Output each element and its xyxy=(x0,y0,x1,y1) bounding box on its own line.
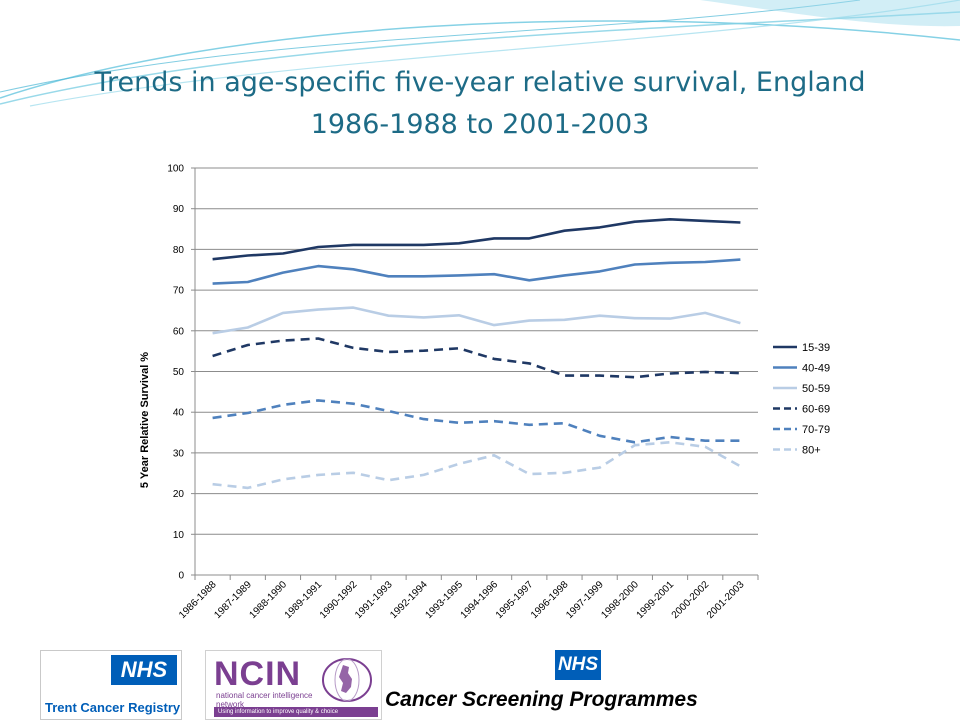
y-tick-label: 30 xyxy=(173,448,185,459)
trent-cancer-registry-logo: NHS Trent Cancer Registry xyxy=(40,650,182,720)
chart-background xyxy=(132,152,832,648)
series-line-80plus xyxy=(212,440,742,490)
y-tick-label: 100 xyxy=(167,164,184,175)
data-series xyxy=(212,218,742,490)
ncin-logo-strapline: Using information to improve quality & c… xyxy=(214,707,378,717)
nhs-badge: NHS xyxy=(555,650,601,680)
uk-map-globe-icon xyxy=(322,658,372,702)
y-tick-label: 90 xyxy=(173,204,185,215)
series-line-15-39 xyxy=(212,218,741,261)
legend-label: 40-49 xyxy=(802,363,830,375)
survival-line-chart: 01020304050607080901001986-19881987-1989… xyxy=(132,152,832,648)
legend: 15-39 40-49 50-59 60-69 70-79 80+ xyxy=(773,342,830,457)
y-axis-title: 5 Year Relative Survival % xyxy=(139,352,151,488)
y-tick-label: 80 xyxy=(173,245,185,256)
decor-swoosh-2 xyxy=(0,11,960,105)
decor-band xyxy=(700,0,960,27)
decor-swoosh-4 xyxy=(0,0,861,93)
decor-swoosh-1 xyxy=(0,20,960,99)
y-tick-label: 0 xyxy=(178,571,184,582)
trent-logo-label: Trent Cancer Registry xyxy=(45,700,181,715)
legend-label: 70-79 xyxy=(802,424,830,436)
series-line-40-49 xyxy=(212,258,741,285)
legend-label: 15-39 xyxy=(802,342,830,354)
screening-logo-label: Cancer Screening Programmes xyxy=(385,688,698,711)
y-tick-label: 10 xyxy=(173,530,185,541)
title-line-2: 1986-1988 to 2001-2003 xyxy=(310,109,650,140)
ncin-logo: NCIN national cancer intelligence networ… xyxy=(205,650,382,720)
legend-label: 80+ xyxy=(802,445,821,457)
ncin-logo-name: NCIN xyxy=(214,655,302,693)
y-tick-label: 60 xyxy=(173,326,185,337)
y-tick-label: 40 xyxy=(173,408,185,419)
y-tick-label: 20 xyxy=(173,489,185,500)
series-line-50-59 xyxy=(212,306,741,335)
cancer-screening-programmes-logo: NHS Cancer Screening Programmes xyxy=(385,650,698,718)
y-tick-label: 70 xyxy=(173,286,185,297)
ncin-logo-subtitle: national cancer intelligence network xyxy=(216,691,313,709)
y-tick-label: 50 xyxy=(173,367,185,378)
title-line-1: Trends in age-specific five-year relativ… xyxy=(94,67,866,98)
legend-label: 60-69 xyxy=(802,404,830,416)
decor-swoosh-3 xyxy=(29,0,960,107)
legend-label: 50-59 xyxy=(802,383,830,395)
slide-header-decoration xyxy=(0,0,960,107)
nhs-badge: NHS xyxy=(111,655,177,685)
slide-title: Trends in age-specific five-year relativ… xyxy=(40,62,920,146)
